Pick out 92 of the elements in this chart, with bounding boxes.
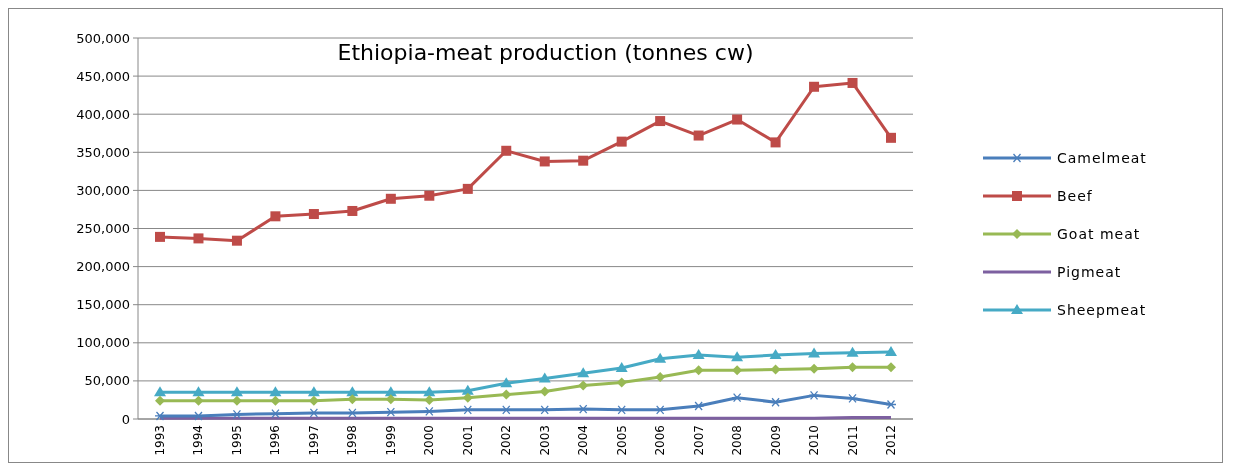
point [501, 145, 512, 156]
x-tick-label: 2008 [730, 425, 745, 456]
point [692, 348, 705, 359]
point [539, 156, 550, 167]
point [770, 137, 781, 148]
x-tick-label: 2000 [422, 425, 437, 456]
point [501, 389, 512, 400]
y-tick-label: 400,000 [76, 106, 130, 122]
legend-label: Pigmeat [1057, 263, 1122, 280]
legend-label: Sheepmeat [1057, 301, 1147, 318]
point [808, 347, 821, 358]
legend-label: Beef [1057, 187, 1093, 204]
x-tick-label: 2003 [537, 425, 552, 456]
x-tick-label: 2002 [499, 425, 514, 456]
x-tick-label: 2007 [691, 425, 706, 456]
x-tick-label: 2006 [653, 425, 668, 456]
point [615, 361, 628, 372]
x-tick-label: 2004 [576, 425, 591, 456]
x-tick-label: 1999 [383, 425, 398, 456]
point [424, 190, 435, 201]
x-tick-label: 2011 [845, 425, 860, 456]
point [193, 395, 204, 406]
point [886, 132, 896, 143]
point [461, 384, 474, 395]
x-tick-label: 2010 [807, 425, 822, 456]
chart-title: Ethiopia-meat production (tonnes cw) [337, 40, 754, 65]
point [308, 209, 319, 220]
point [885, 399, 897, 410]
point [538, 372, 551, 383]
point [193, 233, 204, 244]
x-tick-label: 1997 [306, 425, 321, 456]
point [347, 394, 358, 405]
point [655, 116, 666, 127]
point [616, 377, 627, 388]
legend-label: Goat meat [1057, 225, 1141, 242]
x-tick-label: 1994 [191, 425, 206, 456]
point [269, 386, 282, 397]
point [385, 193, 396, 204]
x-tick-label: 1993 [153, 425, 167, 456]
point [462, 392, 473, 403]
point [500, 377, 513, 388]
point [654, 352, 667, 363]
point [732, 114, 743, 125]
point [809, 81, 820, 92]
y-tick-label: 50,000 [84, 373, 130, 389]
point [770, 364, 781, 375]
point [578, 380, 589, 391]
point [423, 386, 436, 397]
point [155, 231, 165, 242]
point [270, 395, 281, 406]
point [270, 211, 281, 222]
y-tick-label: 0 [121, 411, 130, 427]
point [769, 348, 782, 359]
x-tick-label: 1995 [229, 425, 244, 456]
point [539, 386, 550, 397]
point [577, 367, 590, 378]
x-tick-label: 1998 [345, 425, 360, 456]
x-tick-label: 2012 [884, 425, 898, 456]
y-tick-label: 150,000 [76, 297, 130, 313]
y-tick-label: 200,000 [76, 259, 130, 275]
point [231, 235, 242, 246]
y-tick-label: 250,000 [76, 221, 130, 237]
x-tick-label: 2009 [768, 425, 783, 456]
legend-label: Camelmeat [1057, 149, 1147, 166]
y-tick-label: 100,000 [76, 335, 130, 351]
point [462, 183, 473, 194]
x-tick-label: 1996 [268, 425, 283, 456]
point [384, 386, 397, 397]
x-tick-label: 2001 [460, 425, 475, 456]
point [693, 365, 704, 376]
point [155, 395, 165, 406]
point [424, 394, 435, 405]
point [655, 372, 666, 383]
point [578, 155, 589, 166]
point [808, 390, 820, 401]
point [846, 346, 859, 357]
y-tick-label: 500,000 [76, 30, 130, 46]
point [885, 345, 897, 356]
point [192, 386, 205, 397]
point [154, 386, 166, 397]
point [230, 386, 243, 397]
point [616, 136, 627, 147]
point [693, 130, 704, 141]
point [307, 386, 320, 397]
x-tick-label: 2005 [614, 425, 629, 456]
y-tick-label: 350,000 [76, 144, 130, 160]
y-tick-label: 450,000 [76, 68, 130, 84]
point [731, 351, 744, 362]
point [886, 362, 896, 373]
point [847, 77, 858, 88]
point [347, 205, 358, 216]
y-tick-label: 300,000 [76, 182, 130, 198]
